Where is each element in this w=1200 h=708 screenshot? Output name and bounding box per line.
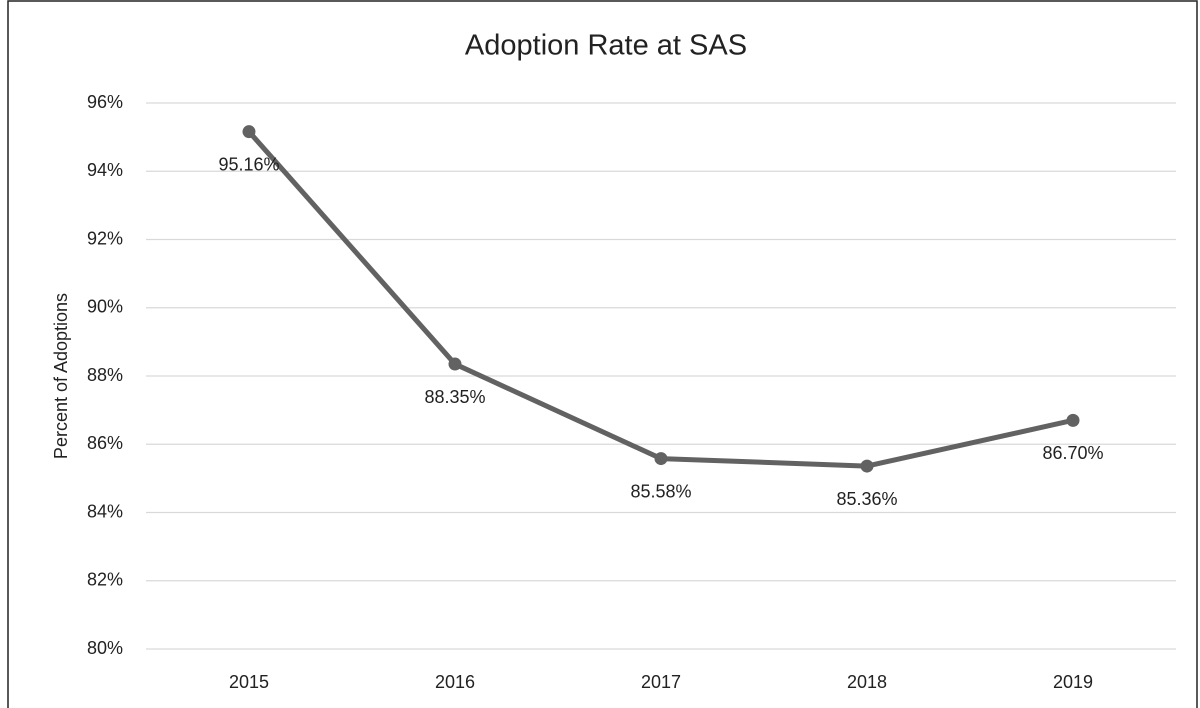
x-tick-label: 2017 — [641, 672, 681, 692]
marker — [242, 125, 256, 139]
x-tick-label: 2019 — [1053, 672, 1093, 692]
chart-border — [7, 0, 1198, 708]
chart-title: Adoption Rate at SAS — [465, 30, 747, 62]
y-tick-label: 90% — [87, 297, 123, 317]
y-tick-label: 82% — [87, 570, 123, 590]
x-tick-label: 2018 — [847, 672, 887, 692]
y-tick-label: 80% — [87, 638, 123, 658]
y-tick-label: 86% — [87, 433, 123, 453]
marker — [1066, 413, 1080, 427]
data-label: 86.70% — [1042, 443, 1103, 463]
marker — [860, 459, 874, 473]
x-tick-label: 2015 — [229, 672, 269, 692]
data-label: 95.16% — [218, 154, 279, 174]
data-label: 85.36% — [836, 489, 897, 509]
marker — [448, 357, 462, 371]
y-tick-label: 96% — [87, 92, 123, 112]
marker — [654, 452, 668, 466]
y-tick-label: 94% — [87, 160, 123, 180]
data-label: 88.35% — [424, 387, 485, 407]
y-tick-label: 88% — [87, 365, 123, 385]
y-axis-label: Percent of Adoptions — [51, 293, 71, 459]
data-label: 85.58% — [630, 481, 691, 501]
y-tick-label: 84% — [87, 501, 123, 521]
line — [247, 130, 1074, 469]
y-tick-label: 92% — [87, 228, 123, 248]
x-tick-label: 2016 — [435, 672, 475, 692]
